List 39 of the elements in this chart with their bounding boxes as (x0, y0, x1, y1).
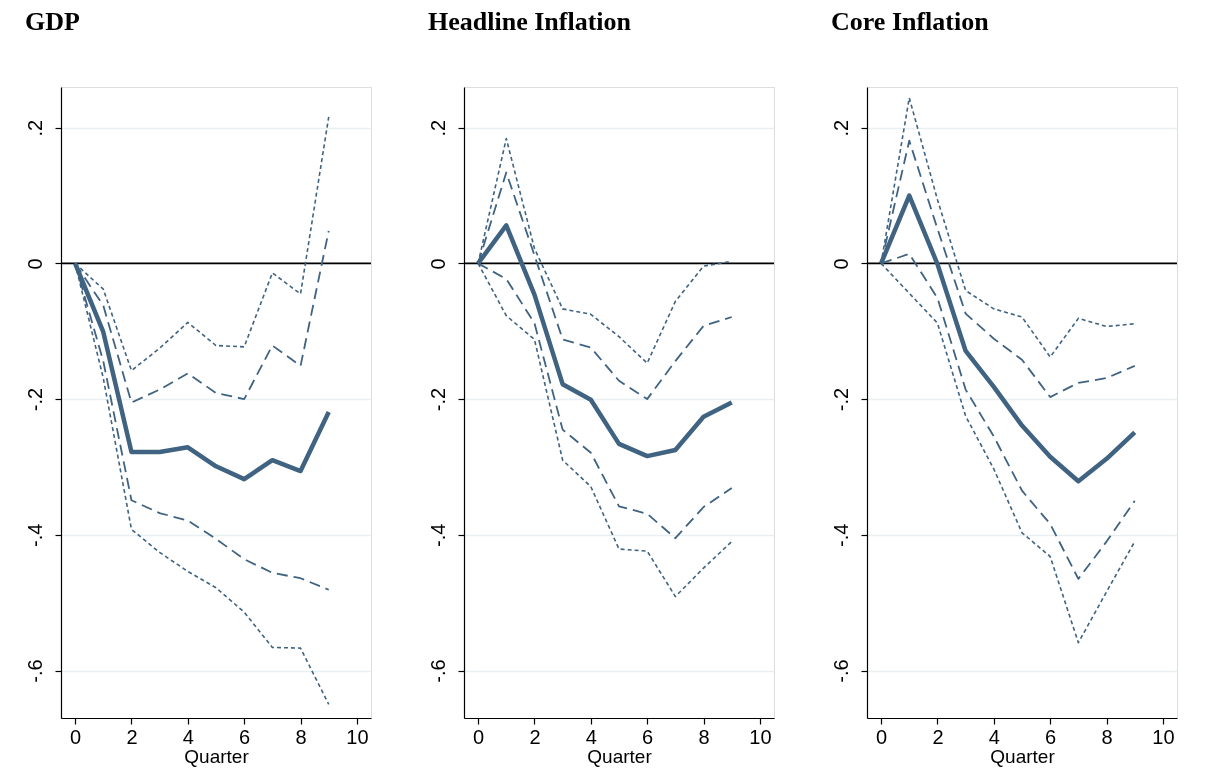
x-tick-label: 4 (988, 725, 1000, 748)
y-tick-label: -.2 (23, 387, 46, 412)
x-tick-label: 8 (698, 725, 710, 748)
y-tick-label: 0 (829, 258, 852, 270)
x-tick-label: 10 (346, 725, 369, 748)
x-tick-label: 6 (1045, 725, 1057, 748)
x-tick-label: 6 (239, 725, 251, 748)
y-tick-label: .2 (829, 119, 852, 137)
x-tick-label: 2 (126, 725, 138, 748)
x-tick-label: 10 (749, 725, 772, 748)
x-tick-label: 0 (473, 725, 485, 748)
y-tick-label: -.6 (426, 659, 449, 683)
x-tick-label: 0 (70, 725, 82, 748)
chart-title: Headline Inflation (428, 7, 632, 36)
x-tick-label: 2 (529, 725, 541, 748)
x-tick-label: 6 (642, 725, 654, 748)
x-tick-label: 0 (876, 725, 888, 748)
y-tick-label: 0 (23, 258, 46, 270)
y-tick-label: -.4 (426, 523, 449, 547)
y-tick-label: -.6 (829, 659, 852, 683)
y-tick-label: -.4 (829, 523, 852, 547)
y-tick-label: -.2 (426, 387, 449, 412)
x-tick-label: 8 (295, 725, 307, 748)
x-axis-title: Quarter (184, 745, 250, 767)
x-tick-label: 2 (932, 725, 944, 748)
x-tick-label: 10 (1152, 725, 1175, 748)
y-tick-label: 0 (426, 258, 449, 270)
chart-title: Core Inflation (831, 7, 990, 36)
x-tick-label: 8 (1101, 725, 1113, 748)
chart-title: GDP (25, 7, 80, 36)
y-tick-label: -.6 (23, 659, 46, 683)
x-tick-label: 4 (182, 725, 194, 748)
x-axis-title: Quarter (990, 745, 1056, 767)
y-tick-label: .2 (23, 119, 46, 137)
y-tick-label: .2 (426, 119, 449, 137)
y-tick-label: -.4 (23, 523, 46, 547)
x-tick-label: 4 (585, 725, 597, 748)
x-axis-title: Quarter (587, 745, 653, 767)
y-tick-label: -.2 (829, 387, 852, 412)
